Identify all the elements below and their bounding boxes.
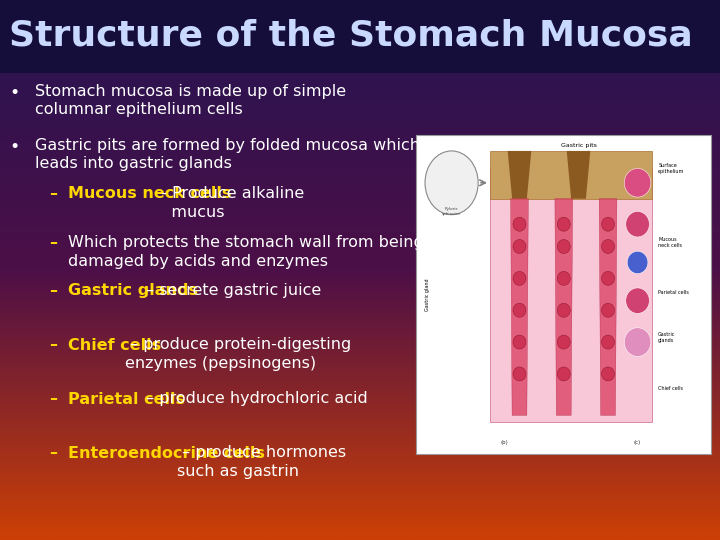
Circle shape xyxy=(513,335,526,349)
Ellipse shape xyxy=(425,151,478,214)
Circle shape xyxy=(557,217,570,231)
Circle shape xyxy=(557,335,570,349)
Circle shape xyxy=(624,328,651,356)
Text: Gastric gland: Gastric gland xyxy=(425,279,430,311)
Text: Surface
epithelium: Surface epithelium xyxy=(658,164,685,174)
Circle shape xyxy=(601,335,615,349)
Text: Structure of the Stomach Mucosa: Structure of the Stomach Mucosa xyxy=(9,18,693,52)
Text: –: – xyxy=(49,186,57,201)
Text: Mucous neck cells: Mucous neck cells xyxy=(68,186,232,201)
Text: – produce hydrochloric acid: – produce hydrochloric acid xyxy=(141,392,368,407)
Circle shape xyxy=(601,367,615,381)
Polygon shape xyxy=(567,151,590,199)
Circle shape xyxy=(557,303,570,317)
Text: Parietal cells: Parietal cells xyxy=(658,291,689,295)
Text: - Produce alkaline
   mucus: - Produce alkaline mucus xyxy=(156,186,305,220)
Text: – produce hormones
such as gastrin: – produce hormones such as gastrin xyxy=(177,446,346,479)
Text: – secrete gastric juice: – secrete gastric juice xyxy=(141,283,321,298)
Text: (c): (c) xyxy=(634,440,642,445)
Circle shape xyxy=(627,251,648,274)
Text: Which protects the stomach wall from being
damaged by acids and enzymes: Which protects the stomach wall from bei… xyxy=(68,235,424,268)
Circle shape xyxy=(601,272,615,285)
Text: Enteroendocrine cells: Enteroendocrine cells xyxy=(68,446,265,461)
Text: •: • xyxy=(9,84,19,102)
Text: Gastric glands: Gastric glands xyxy=(68,283,199,298)
Text: – produce protein-digesting
enzymes (pepsinogens): – produce protein-digesting enzymes (pep… xyxy=(125,338,351,371)
Circle shape xyxy=(557,367,570,381)
Text: Parietal cells: Parietal cells xyxy=(68,392,186,407)
Circle shape xyxy=(557,272,570,285)
Circle shape xyxy=(601,303,615,317)
Text: –: – xyxy=(49,235,57,250)
Text: –: – xyxy=(49,338,57,353)
Bar xyxy=(490,167,652,422)
Text: Chief cells: Chief cells xyxy=(68,338,161,353)
Polygon shape xyxy=(599,199,617,415)
Circle shape xyxy=(624,168,651,197)
Text: Gastric pits: Gastric pits xyxy=(561,143,596,148)
Polygon shape xyxy=(510,199,528,415)
Polygon shape xyxy=(555,199,572,415)
Text: Chief cells: Chief cells xyxy=(658,386,683,391)
Text: Stomach mucosa is made up of simple
columnar epithelium cells: Stomach mucosa is made up of simple colu… xyxy=(35,84,346,117)
Circle shape xyxy=(601,240,615,253)
Text: –: – xyxy=(49,446,57,461)
Circle shape xyxy=(513,217,526,231)
Text: •: • xyxy=(9,138,19,156)
Circle shape xyxy=(601,217,615,231)
Bar xyxy=(490,151,652,199)
Bar xyxy=(0,0,720,73)
Text: –: – xyxy=(49,283,57,298)
Circle shape xyxy=(513,272,526,285)
Circle shape xyxy=(557,240,570,253)
Bar xyxy=(416,135,711,454)
Text: Pyloric
sphincter: Pyloric sphincter xyxy=(442,207,462,215)
Circle shape xyxy=(626,288,649,313)
Polygon shape xyxy=(508,151,531,199)
Text: –: – xyxy=(49,392,57,407)
Circle shape xyxy=(513,303,526,317)
Text: Gastric pits are formed by folded mucosa which
leads into gastric glands: Gastric pits are formed by folded mucosa… xyxy=(35,138,420,171)
Circle shape xyxy=(513,367,526,381)
Text: Mucous
neck cells: Mucous neck cells xyxy=(658,237,683,247)
Circle shape xyxy=(626,212,649,237)
Circle shape xyxy=(513,240,526,253)
Text: (b): (b) xyxy=(501,440,508,445)
Text: Gastric
glands: Gastric glands xyxy=(658,332,675,343)
